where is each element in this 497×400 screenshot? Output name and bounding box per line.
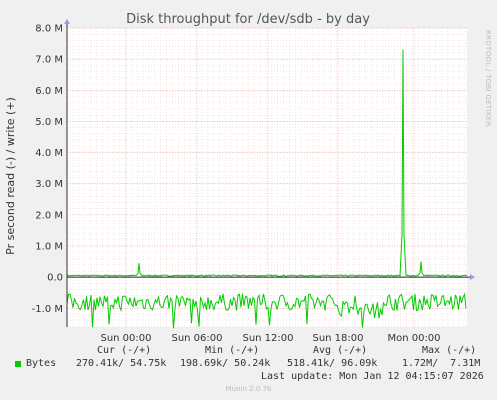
y-tick-label: 5.0 M xyxy=(35,117,63,128)
rrdtool-side-label: RRDTOOL / TOBI OETIKER xyxy=(484,30,492,127)
x-axis-arrow xyxy=(470,274,475,281)
munin-version: Munin 2.0.76 xyxy=(225,385,272,393)
x-tick-label: Sun 12:00 xyxy=(242,333,293,344)
y-tick-label: 3.0 M xyxy=(35,179,63,190)
x-tick-labels: Sun 00:00 Sun 06:00 Sun 12:00 Sun 18:00 Mon … xyxy=(100,333,440,344)
y-tick-label: 6.0 M xyxy=(35,86,63,97)
x-tick-label: Sun 06:00 xyxy=(171,333,222,344)
x-tick-label: Sun 00:00 xyxy=(100,333,151,344)
y-axis-arrow xyxy=(64,19,70,24)
y-axis-label: Pr second read (-) / write (+) xyxy=(4,97,17,255)
chart-title: Disk throughput for /dev/sdb - by day xyxy=(126,12,370,27)
y-tick-label: -1.0 M xyxy=(32,304,63,315)
legend-header-min: Min (-/+) xyxy=(205,345,260,356)
write-series-line xyxy=(66,49,468,278)
legend-header-max: Max (-/+) xyxy=(422,345,477,356)
x-tick-label: Mon 00:00 xyxy=(387,333,440,344)
throughput-chart: Disk throughput for /dev/sdb - by day Pr… xyxy=(4,12,492,344)
legend-swatch xyxy=(15,361,21,367)
axes xyxy=(64,19,475,327)
legend-cur-value: 270.41k/ 54.75k xyxy=(76,358,167,369)
legend-header-avg: Avg (-/+) xyxy=(313,345,368,356)
legend-series-name: Bytes xyxy=(26,358,57,369)
y-tick-label: 0.0 xyxy=(47,273,63,284)
legend-max-value: 1.72M/ 7.31M xyxy=(402,358,481,369)
series-group xyxy=(66,49,468,329)
x-tick-label: Sun 18:00 xyxy=(312,333,363,344)
legend-min-value: 198.69k/ 50.24k xyxy=(180,358,271,369)
y-tick-labels: 8.0 M 7.0 M 6.0 M 5.0 M 4.0 M 3.0 M 2.0 M 1.0 M… xyxy=(32,24,63,315)
y-tick-label: 8.0 M xyxy=(35,24,63,35)
legend-header-cur: Cur (-/+) xyxy=(97,345,152,356)
y-tick-label: 7.0 M xyxy=(35,55,63,66)
last-update: Last update: Mon Jan 12 04:15:07 2026 xyxy=(261,371,484,382)
y-tick-label: 1.0 M xyxy=(35,242,63,253)
read-series-line xyxy=(66,292,467,329)
y-tick-label: 4.0 M xyxy=(35,148,63,159)
legend-avg-value: 518.41k/ 96.09k xyxy=(287,358,378,369)
y-tick-label: 2.0 M xyxy=(35,210,63,221)
